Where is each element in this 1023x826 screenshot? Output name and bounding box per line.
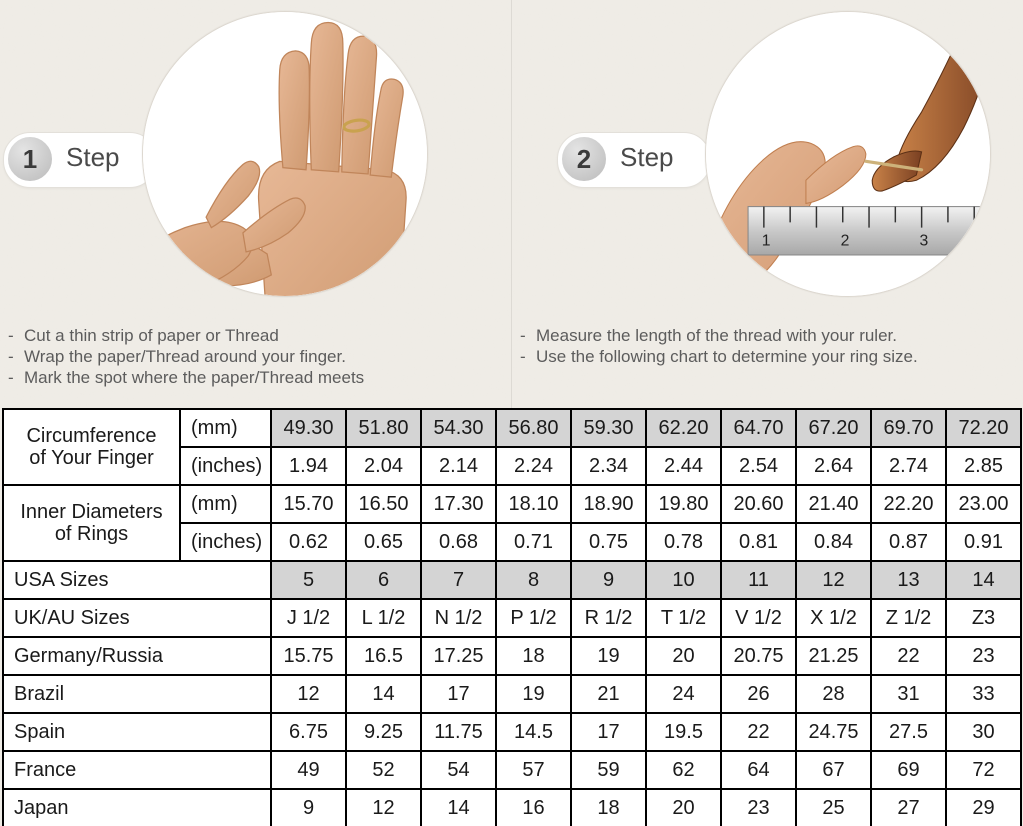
- svg-text:1: 1: [762, 233, 771, 250]
- svg-text:2: 2: [841, 233, 850, 250]
- svg-text:3: 3: [920, 233, 929, 250]
